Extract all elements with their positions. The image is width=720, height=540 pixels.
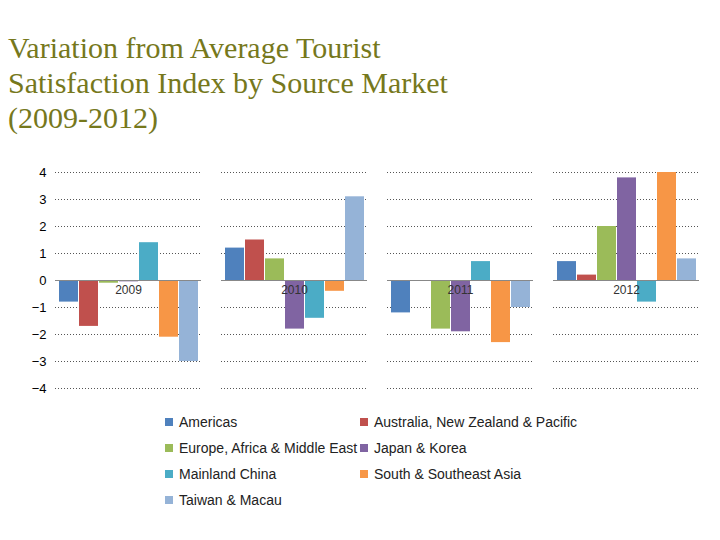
svg-text:2012: 2012	[613, 283, 640, 297]
svg-text:4: 4	[39, 165, 46, 180]
html-text:Europe, Africa & Middle East: Europe, Africa & Middle East	[179, 440, 358, 456]
svg-text:2010: 2010	[281, 283, 308, 297]
html-text:Taiwan & Macau: Taiwan & Macau	[179, 492, 282, 508]
html-text:Australia, New Zealand & Pacif: Australia, New Zealand & Pacific	[374, 414, 578, 430]
html-text:Americas: Americas	[179, 414, 238, 430]
svg-text:3: 3	[39, 192, 46, 207]
svg-text:1: 1	[39, 246, 46, 261]
svg-text:−2: −2	[32, 327, 47, 342]
svg-text:−4: −4	[32, 381, 47, 396]
html-text:South & Southeast Asia: South & Southeast Asia	[374, 466, 522, 482]
svg-text:2009: 2009	[115, 283, 142, 297]
svg-text:2011: 2011	[448, 283, 474, 297]
svg-text:−1: −1	[32, 300, 47, 315]
html-text:Japan & Korea: Japan & Korea	[374, 440, 467, 456]
svg-text:0: 0	[39, 273, 46, 288]
html-text:Variation from Average Tourist: Variation from Average Tourist Satisfact…	[8, 31, 448, 134]
svg-text:−3: −3	[32, 354, 47, 369]
svg-text:2: 2	[39, 219, 46, 234]
html-text:Mainland China: Mainland China	[179, 466, 277, 482]
